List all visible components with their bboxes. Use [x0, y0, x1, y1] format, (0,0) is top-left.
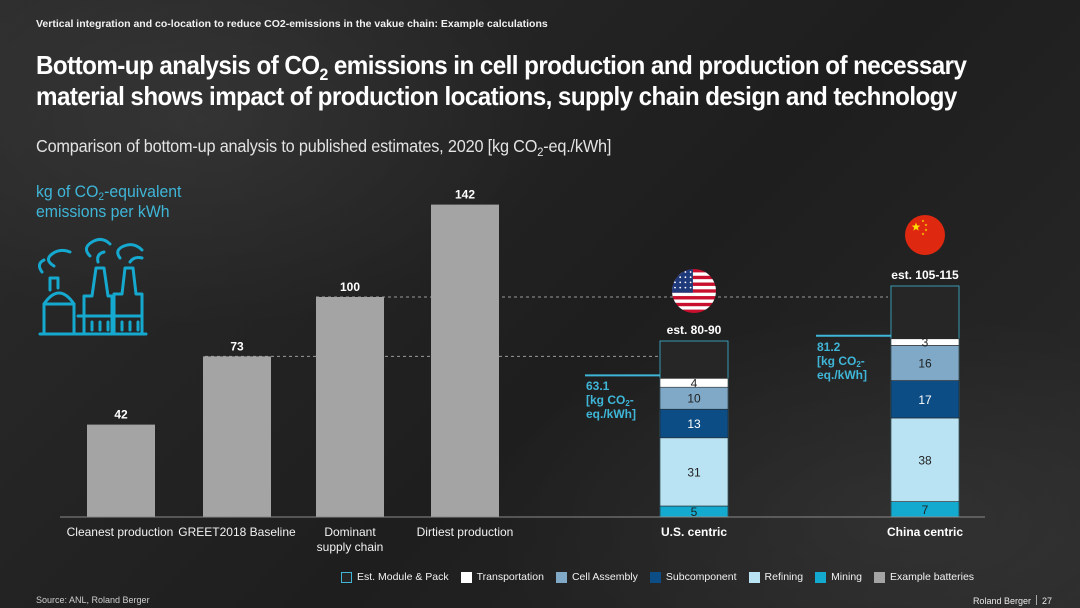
footer-brand: Roland Berger [972, 596, 1031, 606]
x-tick-label-0: Cleanest production [67, 525, 174, 539]
source-note: Source: ANL, Roland Berger [36, 595, 150, 605]
stack-segment-1-1 [890, 417, 960, 502]
y-axis-label: kg of CO2-equivalent emissions per kWh [36, 182, 182, 221]
chart-legend: Est. Module & Pack Transportation Cell Ass… [341, 571, 986, 583]
segment-label-1-0: 7 [922, 503, 929, 517]
china-total-annotation: 81.2 [kg CO2- eq./kWh] [817, 339, 867, 382]
x-tick-label-2: Dominant supply chain [317, 525, 384, 554]
china-flag-icon [905, 215, 945, 255]
data-label-example-0: 42 [114, 408, 128, 422]
bar-example-0 [87, 424, 155, 517]
legend-item-example-batteries: Example batteries [874, 571, 974, 583]
legend-swatch [748, 571, 760, 583]
page-number: 27 [1041, 596, 1052, 606]
x-tick-label-stack-1: China centric [887, 525, 963, 539]
segment-label-0-4: 4 [691, 376, 698, 390]
data-label-example-1: 73 [230, 339, 244, 353]
chart-subtitle: Comparison of bottom-up analysis to publ… [36, 136, 612, 159]
bar-example-3 [431, 204, 499, 517]
legend-label: Est. Module & Pack [357, 571, 449, 583]
x-tick-label-3: Dirtiest production [417, 525, 514, 539]
legend-item-cell-assembly: Cell Assembly [555, 571, 638, 583]
legend-label: Refining [764, 571, 804, 583]
stack-segment-0-1 [659, 437, 729, 507]
footer: Roland Berger 27 [973, 595, 1052, 606]
x-tick-label-stack-0: U.S. centric [661, 525, 727, 539]
stack-segment-1-2 [890, 380, 960, 419]
kicker-text: Vertical integration and co-location to … [36, 18, 548, 30]
segment-label-1-4: 3 [922, 336, 929, 350]
segment-label-1-2: 17 [918, 393, 932, 407]
legend-item-refining: Refining [748, 571, 804, 583]
legend-swatch [649, 571, 661, 583]
legend-label: Cell Assembly [571, 571, 638, 583]
us-total-annotation: 63.1 [kg CO2- eq./kWh] [586, 379, 636, 422]
legend-swatch [341, 571, 352, 583]
segment-label-0-2: 13 [687, 417, 701, 431]
segment-label-1-3: 16 [918, 357, 932, 371]
stack-segment-1-3 [890, 345, 960, 381]
data-label-example-2: 100 [340, 280, 360, 294]
legend-label: Mining [831, 571, 862, 583]
data-label-example-3: 142 [455, 188, 475, 202]
segment-label-0-0: 5 [691, 505, 698, 519]
legend-swatch [555, 571, 567, 583]
legend-swatch [815, 571, 827, 583]
stack-segment-1-4 [890, 338, 960, 346]
stack-segment-0-2 [659, 408, 729, 439]
estimate-label-1: est. 105-115 [891, 268, 959, 282]
bar-example-2 [316, 297, 384, 517]
x-tick-label-1: GREET2018 Baseline [178, 525, 296, 539]
legend-item-mining: Mining [815, 571, 862, 583]
bar-example-1 [203, 356, 271, 517]
factory-icon [37, 237, 148, 336]
legend-item-subcomponent: Subcomponent [649, 571, 737, 583]
page-title: Bottom-up analysis of CO2 emissions in c… [36, 50, 967, 111]
legend-label: Transportation [476, 571, 544, 583]
legend-label: Subcomponent [665, 571, 737, 583]
us-flag-icon [672, 269, 716, 313]
segment-label-0-1: 31 [687, 465, 701, 479]
legend-swatch [460, 571, 472, 583]
segment-label-0-3: 10 [687, 392, 701, 406]
legend-item-transportation: Transportation [460, 571, 544, 583]
legend-item-est-module-pack: Est. Module & Pack [341, 571, 449, 583]
legend-swatch [874, 571, 885, 583]
legend-label: Example batteries [890, 571, 975, 583]
stack-segment-0-4 [659, 378, 729, 388]
segment-label-1-1: 38 [918, 453, 932, 467]
footer-separator [1035, 595, 1037, 605]
estimate-label-0: est. 80-90 [667, 323, 722, 337]
